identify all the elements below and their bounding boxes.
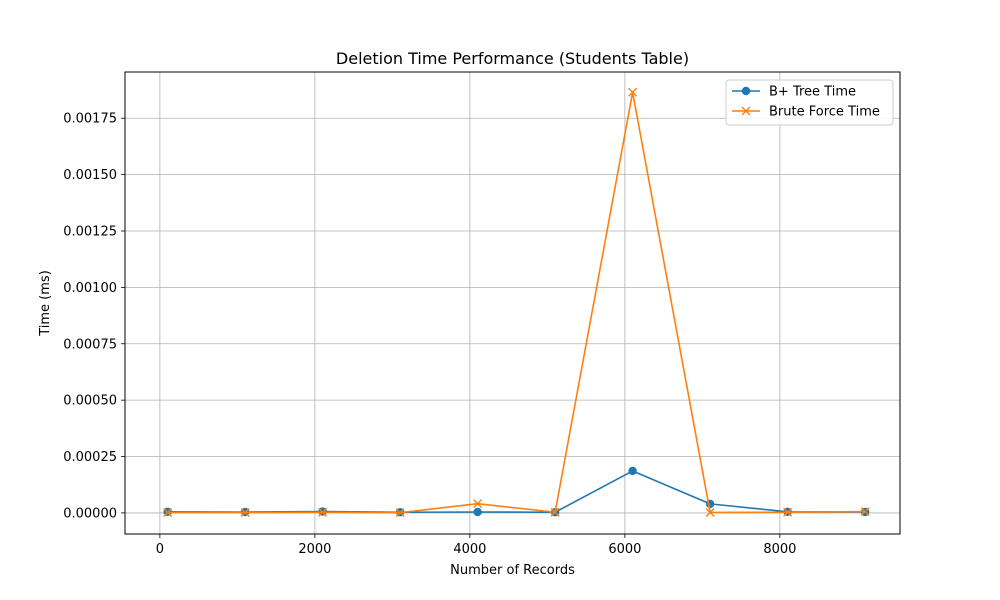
y-tick-label: 0.00125 [63,224,117,239]
grid-layer [125,72,900,534]
x-tick-label: 8000 [763,542,796,557]
data-point [163,507,173,517]
data-point [240,507,250,517]
y-tick-label: 0.00000 [63,506,117,521]
data-point [783,507,793,517]
data-point [473,499,483,509]
y-tick-label: 0.00075 [63,337,117,352]
x-tick-label: 0 [156,542,164,557]
legend-label: Brute Force Time [769,105,880,120]
x-axis-title: Number of Records [450,563,575,578]
y-tick-label: 0.00050 [63,394,117,409]
plot-frame [124,71,901,535]
data-point [550,507,560,517]
data-point [628,87,638,97]
y-tick-label: 0.00150 [63,168,117,183]
y-tick-label: 0.00100 [63,281,117,296]
series-layer [163,87,870,518]
data-point [705,507,715,517]
chart-title: Deletion Time Performance (Students Tabl… [336,49,689,68]
data-point [860,507,870,517]
data-point [628,466,637,476]
ticks-layer: 0 2000 4000 6000 8000 0.00000 0.00025 0.00050 0.… [63,112,796,557]
legend: B+ Tree Time Brute Force Time [725,79,894,126]
data-point [705,499,715,509]
legend-label: B+ Tree Time [769,85,856,100]
data-point [395,508,405,518]
y-axis-title: Time (ms) [38,270,53,337]
x-tick-label: 6000 [608,542,641,557]
legend-marker [741,106,751,116]
y-tick-label: 0.00175 [63,112,117,127]
series-line [167,91,866,514]
x-tick-label: 2000 [298,542,331,557]
data-point [473,507,482,517]
x-tick-label: 4000 [453,542,486,557]
y-tick-label: 0.00025 [63,450,117,465]
legend-marker [741,86,751,96]
data-point [318,507,328,517]
legend-box [725,79,894,126]
